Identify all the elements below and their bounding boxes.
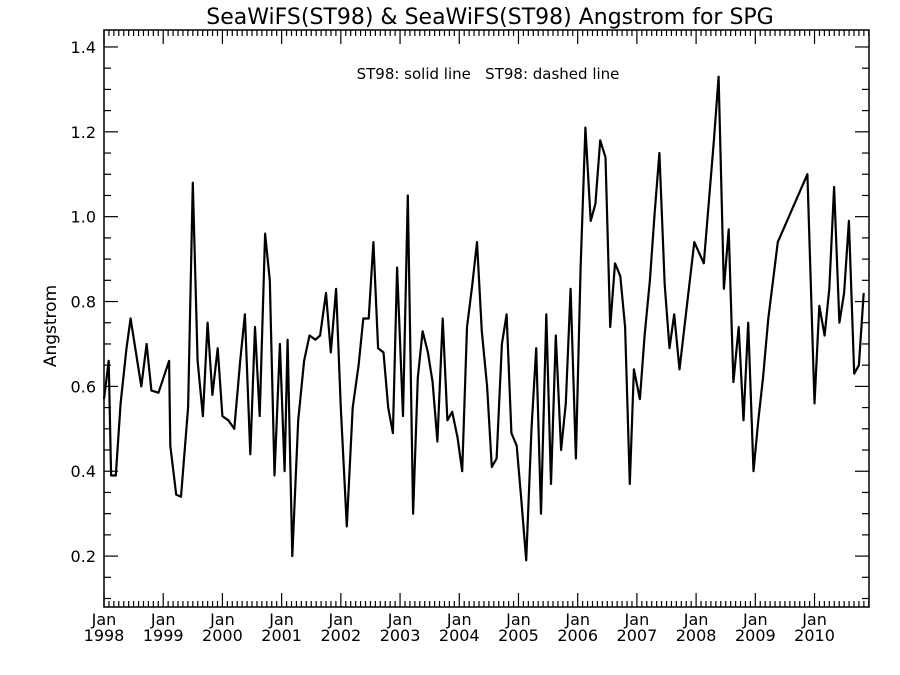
x-tick-label-year: 2001 [261,626,302,645]
x-tick-label-month: Jan [209,610,235,629]
x-tick-label-year: 2004 [439,626,480,645]
x-tick-label-year: 2002 [320,626,361,645]
x-tick-label-month: Jan [801,610,827,629]
x-tick-label-month: Jan [505,610,531,629]
x-tick-label-month: Jan [564,610,590,629]
legend-annotation: ST98: solid line ST98: dashed line [357,65,620,83]
x-tick-label-month: Jan [742,610,768,629]
x-tick-label-year: 2009 [735,626,776,645]
y-tick-label: 0.6 [71,377,96,396]
x-tick-label-month: Jan [446,610,472,629]
x-tick-label-month: Jan [624,610,650,629]
x-tick-label-month: Jan [268,610,294,629]
plot-series [102,75,865,562]
x-tick-label-year: 1998 [84,626,125,645]
x-tick-label-month: Jan [683,610,709,629]
x-tick-label-year: 2006 [557,626,598,645]
x-axis: Jan1998Jan1999Jan2000Jan2001Jan2002Jan20… [84,30,870,645]
x-tick-label-year: 2010 [794,626,835,645]
x-tick-label-year: 2003 [380,626,421,645]
y-tick-label: 1.2 [71,123,96,142]
x-tick-label-year: 1999 [143,626,184,645]
y-tick-label: 0.2 [71,547,96,566]
chart-title: SeaWiFS(ST98) & SeaWiFS(ST98) Angstrom f… [206,5,773,30]
y-tick-label: 0.8 [71,293,96,312]
x-tick-label-year: 2007 [617,626,658,645]
y-tick-label: 0.4 [71,462,96,481]
x-tick-label-month: Jan [387,610,413,629]
y-axis-label: Angstrom [41,285,61,367]
x-tick-label-year: 2005 [498,626,539,645]
y-tick-label: 1.4 [71,38,96,57]
plot-frame [103,29,870,608]
x-tick-label-month: Jan [150,610,176,629]
x-tick-label-month: Jan [91,610,117,629]
series-line [102,75,865,562]
x-tick-label-month: Jan [328,610,354,629]
x-tick-label-year: 2008 [676,626,717,645]
y-tick-label: 1.0 [71,208,96,227]
x-tick-label-year: 2000 [202,626,243,645]
